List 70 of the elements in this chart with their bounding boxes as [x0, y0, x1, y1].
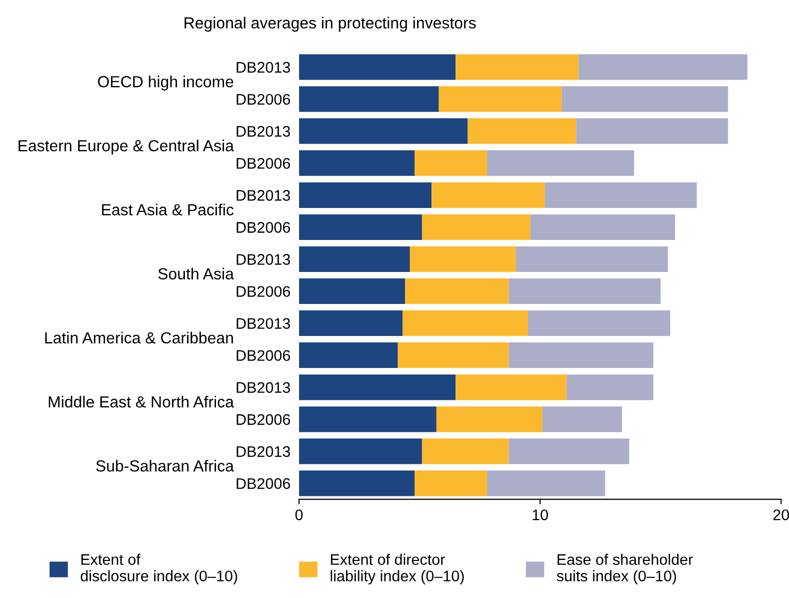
bar	[578, 54, 748, 80]
y-tick-label: DB2013	[236, 126, 290, 137]
text: Middle East & North Africa	[48, 396, 234, 408]
text: Sub-Saharan Africa	[96, 460, 234, 472]
chart-title: Regional averages in protecting investors	[184, 16, 476, 32]
bar	[299, 470, 415, 496]
bar	[422, 214, 530, 240]
bar	[398, 342, 509, 368]
y-tick-label: DB2013	[236, 446, 290, 457]
bar	[422, 438, 509, 464]
y-tick-label: DB2006	[236, 414, 290, 425]
y-tick-label: DB2006	[236, 94, 290, 105]
y-tick-label: DB2013	[236, 382, 290, 393]
bar	[405, 278, 509, 304]
bar	[299, 342, 398, 368]
bar	[576, 118, 728, 144]
bar	[410, 246, 516, 272]
text: OECD high income	[98, 76, 234, 91]
bar	[299, 406, 436, 432]
bar	[299, 86, 439, 112]
bar	[508, 342, 654, 368]
bar	[508, 278, 661, 304]
y-tick-label: DB2006	[236, 350, 290, 361]
y-tick-label: DB2013	[236, 318, 290, 329]
x-tick-label: 20	[773, 509, 789, 520]
bar	[299, 182, 432, 208]
bar	[542, 406, 622, 432]
bar	[414, 470, 488, 496]
x-tick-label: 0	[295, 509, 303, 520]
bar	[544, 182, 697, 208]
bar	[299, 246, 410, 272]
legend-label: Ease of shareholder suits index (0–10)	[556, 554, 693, 584]
bar	[566, 374, 654, 400]
bar	[432, 182, 545, 208]
y-tick-label: DB2013	[236, 254, 290, 265]
bar	[456, 54, 579, 80]
bar	[438, 86, 562, 112]
y-tick-label: DB2006	[236, 158, 290, 169]
bar	[299, 118, 468, 144]
bar	[402, 310, 528, 336]
bar	[299, 278, 406, 304]
bar	[487, 470, 606, 496]
y-tick-label: DB2006	[236, 222, 290, 233]
bar	[508, 438, 630, 464]
bar	[468, 118, 576, 144]
bar	[516, 246, 668, 272]
bar	[562, 86, 728, 112]
y-tick-label: DB2006	[236, 478, 290, 490]
y-tick-label: DB2013	[236, 190, 290, 201]
bar	[528, 310, 670, 336]
text: South Asia	[158, 268, 234, 280]
bar	[299, 374, 456, 400]
bar	[299, 438, 422, 464]
bar	[414, 150, 488, 176]
y-tick-label: DB2006	[236, 286, 290, 297]
x-tick-label: 10	[532, 509, 548, 520]
bar	[436, 406, 542, 432]
legend-label: Extent of disclosure index (0–10)	[80, 554, 238, 584]
bar	[530, 214, 676, 240]
bar	[299, 150, 415, 176]
text: East Asia & Pacific	[102, 204, 234, 216]
text: Eastern Europe & Central Asia	[18, 140, 234, 155]
bar	[487, 150, 634, 176]
bar	[299, 310, 403, 336]
bar	[299, 214, 422, 240]
text: Latin America & Caribbean	[45, 332, 233, 344]
bar	[456, 374, 567, 400]
y-tick-label: DB2013	[236, 62, 290, 73]
bar	[299, 54, 456, 80]
legend-label: Extent of director liability index (0–10)	[330, 554, 464, 584]
